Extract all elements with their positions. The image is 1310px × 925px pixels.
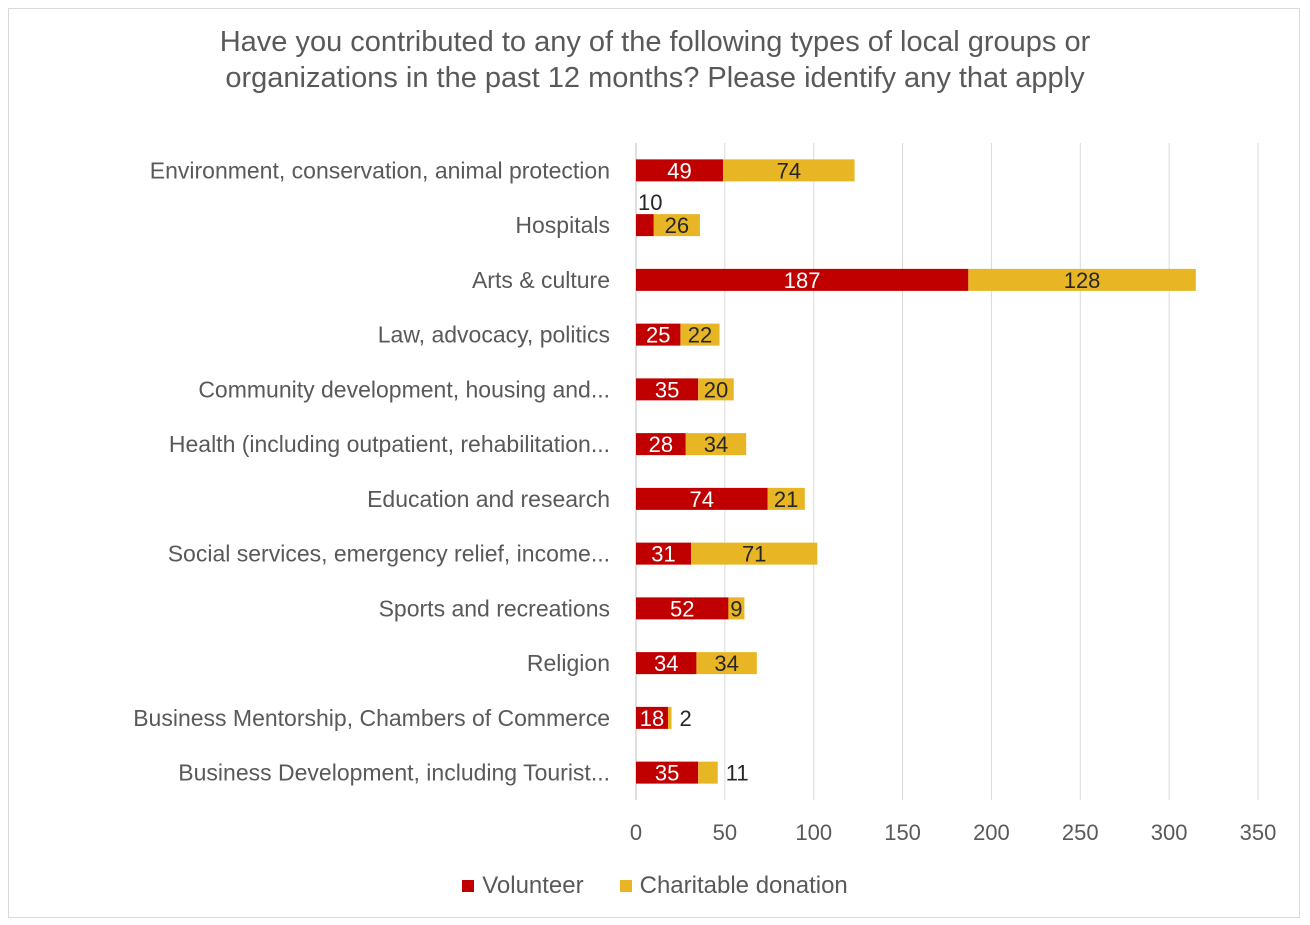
bar-volunteer	[636, 706, 668, 729]
bar-charitable-donation	[968, 268, 1196, 291]
x-tick-label: 100	[795, 820, 832, 845]
chart-title: Have you contributed to any of the follo…	[219, 26, 1091, 94]
x-tick-label: 250	[1062, 820, 1099, 845]
bar-charitable-donation	[680, 323, 720, 346]
data-label: 35	[655, 761, 679, 786]
legend-item-charitable-donation: Charitable donation	[619, 872, 848, 900]
category-label: Health (including outpatient, rehabilita…	[169, 431, 610, 457]
bar-charitable-donation	[767, 487, 805, 510]
data-label: 10	[638, 190, 662, 215]
bar-charitable-donation	[728, 597, 745, 620]
legend-swatch-charitable-donation	[619, 880, 632, 892]
data-label: 74	[690, 487, 714, 512]
data-label: 22	[688, 323, 712, 348]
bar-volunteer	[636, 268, 969, 291]
data-label: 18	[640, 706, 664, 731]
data-label: 71	[742, 542, 766, 567]
bar-charitable-donation	[653, 214, 700, 237]
data-label: 31	[651, 542, 675, 567]
data-label: 9	[730, 596, 742, 621]
bar-charitable-donation	[691, 542, 818, 565]
x-tick-label: 350	[1240, 820, 1277, 845]
category-label: Business Development, including Tourist.…	[178, 760, 610, 786]
category-label: Education and research	[367, 486, 610, 512]
legend-swatch-volunteer	[462, 880, 475, 892]
category-label: Law, advocacy, politics	[378, 322, 610, 348]
bar-charitable-donation	[696, 652, 757, 675]
data-label: 34	[714, 651, 738, 676]
data-label: 34	[704, 432, 728, 457]
data-label: 52	[670, 596, 694, 621]
bar-volunteer	[636, 214, 654, 237]
x-tick-label: 0	[630, 820, 642, 845]
data-label: 28	[649, 432, 673, 457]
data-label: 20	[704, 377, 728, 402]
bar-volunteer	[636, 487, 768, 510]
x-tick-label: 200	[973, 820, 1010, 845]
bar-volunteer	[636, 542, 692, 565]
bar-volunteer	[636, 433, 686, 456]
data-label: 187	[784, 268, 821, 293]
data-label: 128	[1064, 268, 1101, 293]
data-label: 25	[646, 323, 670, 348]
data-label: 49	[667, 158, 691, 183]
bar-charitable-donation	[723, 159, 855, 182]
bar-charitable-donation	[698, 761, 718, 784]
category-label: Sports and recreations	[379, 595, 610, 621]
x-tick-label: 150	[884, 820, 921, 845]
legend-label-charitable-donation: Charitable donation	[639, 872, 848, 899]
x-tick-label: 300	[1151, 820, 1188, 845]
data-label: 35	[655, 377, 679, 402]
bar-charitable-donation	[698, 378, 734, 401]
category-label: Community development, housing and...	[198, 376, 610, 402]
category-label: Religion	[527, 650, 610, 676]
category-label: Hospitals	[515, 212, 610, 238]
data-label: 11	[726, 761, 749, 786]
category-label: Business Mentorship, Chambers of Commerc…	[133, 705, 610, 731]
bar-volunteer	[636, 652, 697, 675]
bar-volunteer	[636, 378, 699, 401]
category-label: Environment, conservation, animal protec…	[150, 157, 610, 183]
data-label: 34	[654, 651, 678, 676]
category-label: Arts & culture	[472, 267, 610, 293]
data-label: 74	[777, 158, 801, 183]
bar-volunteer	[636, 323, 681, 346]
bar-charitable-donation	[685, 433, 747, 456]
bar-charitable-donation	[667, 706, 672, 729]
data-label: 26	[665, 213, 689, 238]
legend-item-volunteer: Volunteer	[462, 872, 584, 900]
bar-volunteer	[636, 597, 729, 620]
category-label: Social services, emergency relief, incom…	[168, 541, 610, 567]
data-label: 2	[680, 706, 692, 731]
legend-label-volunteer: Volunteer	[482, 872, 584, 899]
legend: Volunteer Charitable donation	[0, 872, 1310, 900]
bar-volunteer	[636, 761, 699, 784]
data-label: 21	[774, 487, 798, 512]
x-tick-label: 50	[713, 820, 737, 845]
bar-volunteer	[636, 159, 724, 182]
